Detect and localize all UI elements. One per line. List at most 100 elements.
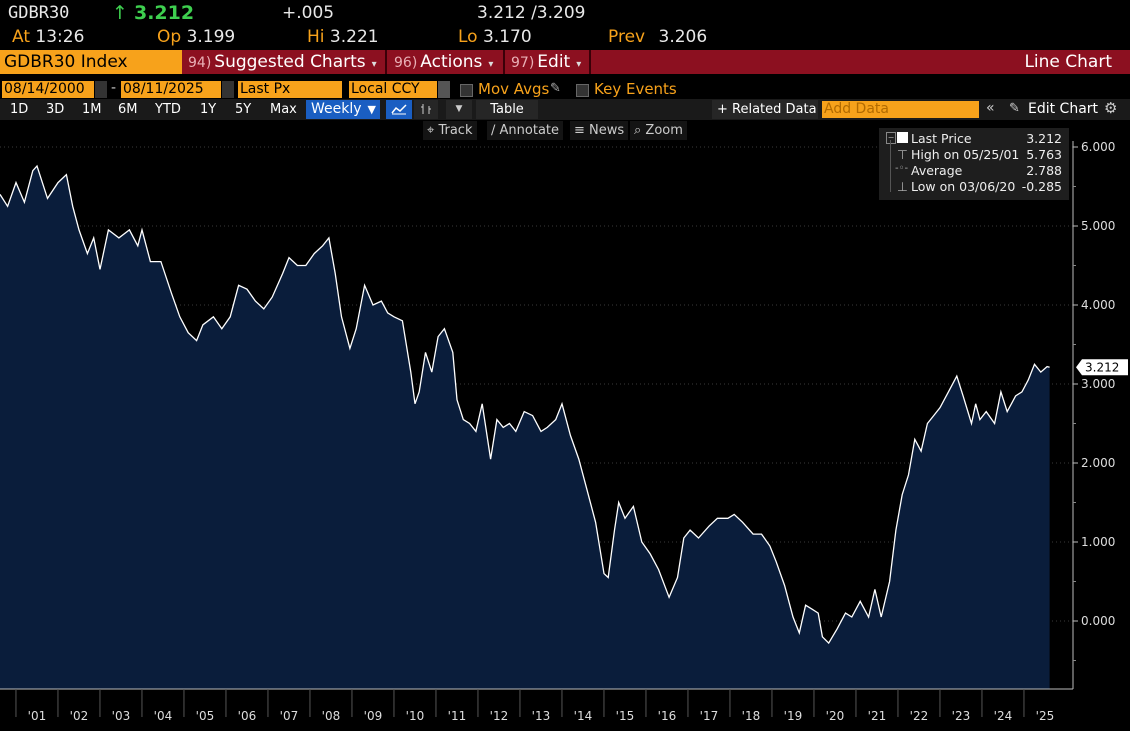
menu-edit[interactable]: 97) Edit ▾ xyxy=(511,50,581,74)
high: Hi 3.221 xyxy=(307,27,379,47)
track-tool[interactable]: ⌖ Track xyxy=(423,121,477,140)
y-tick-label: 5.000 xyxy=(1081,219,1115,233)
collapse-icon[interactable]: « xyxy=(986,100,995,116)
menu-label: Actions xyxy=(420,52,483,72)
high-marker-icon: ⊤ xyxy=(897,147,908,162)
ticker: GDBR30 xyxy=(8,3,70,23)
annotate-tool[interactable]: ∕ Annotate xyxy=(487,121,564,140)
period-1d[interactable]: 1D xyxy=(10,102,29,117)
period-1y[interactable]: 1Y xyxy=(200,102,217,117)
start-date-field[interactable]: 08/14/2000 xyxy=(2,81,94,98)
menu-label: Suggested Charts xyxy=(214,52,366,72)
divider xyxy=(385,50,387,74)
open-label: Op xyxy=(157,27,182,47)
legend-label: Average xyxy=(911,163,963,178)
menu-label: Edit xyxy=(537,52,571,72)
x-tick-label: '21 xyxy=(868,709,887,723)
menu-suggested-charts[interactable]: 94) Suggested Charts ▾ xyxy=(188,50,377,74)
last-price: ↑ 3.212 xyxy=(112,2,194,24)
period-max[interactable]: Max xyxy=(270,102,297,117)
x-tick-label: '06 xyxy=(238,709,257,723)
last-price-value: 3.212 xyxy=(133,2,195,24)
x-tick-label: '03 xyxy=(112,709,131,723)
quote-row-1: GDBR30 xyxy=(8,3,69,23)
x-tick-label: '25 xyxy=(1036,709,1055,723)
chevron-down-icon[interactable] xyxy=(438,81,450,98)
period-1m[interactable]: 1M xyxy=(82,102,102,117)
period-5y[interactable]: 5Y xyxy=(235,102,252,117)
command-bar: GDBR30 Index 94) Suggested Charts ▾ 96) Act… xyxy=(0,50,1130,74)
legend-label: Last Price xyxy=(911,131,972,146)
menu-number: 96) xyxy=(394,55,418,71)
y-tick-label: 6.000 xyxy=(1081,140,1115,154)
line-chart-icon[interactable] xyxy=(386,100,412,119)
low-value: 3.170 xyxy=(482,27,532,47)
key-events-checkbox[interactable] xyxy=(576,84,589,97)
calendar-icon[interactable] xyxy=(95,81,107,98)
net-change: +.005 xyxy=(282,3,335,23)
x-tick-label: '12 xyxy=(490,709,509,723)
legend-average: -◦- Average 2.788 xyxy=(879,163,1069,179)
table-button[interactable]: Table xyxy=(476,100,538,119)
zoom-tool[interactable]: ⌕ Zoom xyxy=(630,121,687,140)
pencil-icon[interactable]: ✎ xyxy=(550,81,561,96)
edit-chart-button[interactable]: Edit Chart xyxy=(1028,101,1099,117)
period-3d[interactable]: 3D xyxy=(46,102,65,117)
calendar-icon[interactable] xyxy=(222,81,234,98)
bar-chart-icon[interactable] xyxy=(414,100,438,119)
news-tool[interactable]: ≡ News xyxy=(570,121,629,140)
y-tick-label: 4.000 xyxy=(1081,298,1115,312)
up-arrow-icon: ↑ xyxy=(112,2,128,24)
mov-avgs-checkbox[interactable] xyxy=(460,84,473,97)
prev: Prev 3.206 xyxy=(608,27,707,47)
x-tick-label: '11 xyxy=(448,709,467,723)
x-tick-label: '13 xyxy=(532,709,551,723)
news-icon: ≡ xyxy=(574,123,585,138)
date-separator: - xyxy=(111,80,117,96)
legend-value: 3.212 xyxy=(1026,131,1062,146)
frequency-label: Weekly xyxy=(311,101,362,117)
zoom-label: Zoom xyxy=(645,123,683,138)
open-value: 3.199 xyxy=(186,27,236,47)
period-ytd[interactable]: YTD xyxy=(155,102,181,117)
x-tick-label: '23 xyxy=(952,709,971,723)
period-6m[interactable]: 6M xyxy=(118,102,138,117)
caret-down-icon: ▾ xyxy=(371,59,377,70)
security-field[interactable]: GDBR30 Index xyxy=(0,50,182,74)
x-tick-label: '15 xyxy=(616,709,635,723)
x-tick-label: '14 xyxy=(574,709,593,723)
crosshair-icon: ⌖ xyxy=(427,123,435,138)
x-tick-label: '22 xyxy=(910,709,929,723)
caret-down-icon: ▾ xyxy=(576,59,582,70)
series-area xyxy=(0,166,1050,689)
legend-label: High on 05/25/01 xyxy=(911,147,1020,162)
field-select[interactable]: Last Px xyxy=(238,81,342,98)
add-data-input[interactable]: Add Data xyxy=(822,101,979,118)
legend-value: 2.788 xyxy=(1026,163,1062,178)
menu-actions[interactable]: 96) Actions ▾ xyxy=(394,50,493,74)
related-data-button[interactable]: + Related Data xyxy=(712,100,818,119)
frequency-select[interactable]: Weekly ▼ xyxy=(306,100,380,119)
bid-ask: 3.212 /3.209 xyxy=(477,3,586,23)
series-color-swatch xyxy=(897,132,908,143)
pencil-icon[interactable]: ✎ xyxy=(1009,101,1020,116)
prev-value: 3.206 xyxy=(658,27,708,47)
collapse-box-icon[interactable]: − xyxy=(886,132,896,144)
mov-avgs-label: Mov Avgs xyxy=(478,80,550,98)
x-tick-label: '18 xyxy=(742,709,761,723)
chart-type-dropdown-icon[interactable]: ▼ xyxy=(446,100,472,119)
divider xyxy=(589,50,591,74)
low-label: Lo xyxy=(458,27,478,47)
gear-icon[interactable]: ⚙ xyxy=(1104,99,1118,117)
series-line xyxy=(0,164,1050,645)
key-events-label: Key Events xyxy=(594,80,677,98)
chart-type-label: Line Chart xyxy=(1024,52,1112,72)
currency-select[interactable]: Local CCY xyxy=(349,81,437,98)
x-tick-label: '16 xyxy=(658,709,677,723)
x-tick-label: '24 xyxy=(994,709,1013,723)
last-value-tag xyxy=(1076,359,1128,376)
end-date-field[interactable]: 08/11/2025 xyxy=(121,81,221,98)
average-marker-icon: -◦- xyxy=(895,163,909,174)
legend-value: -0.285 xyxy=(1021,179,1062,194)
